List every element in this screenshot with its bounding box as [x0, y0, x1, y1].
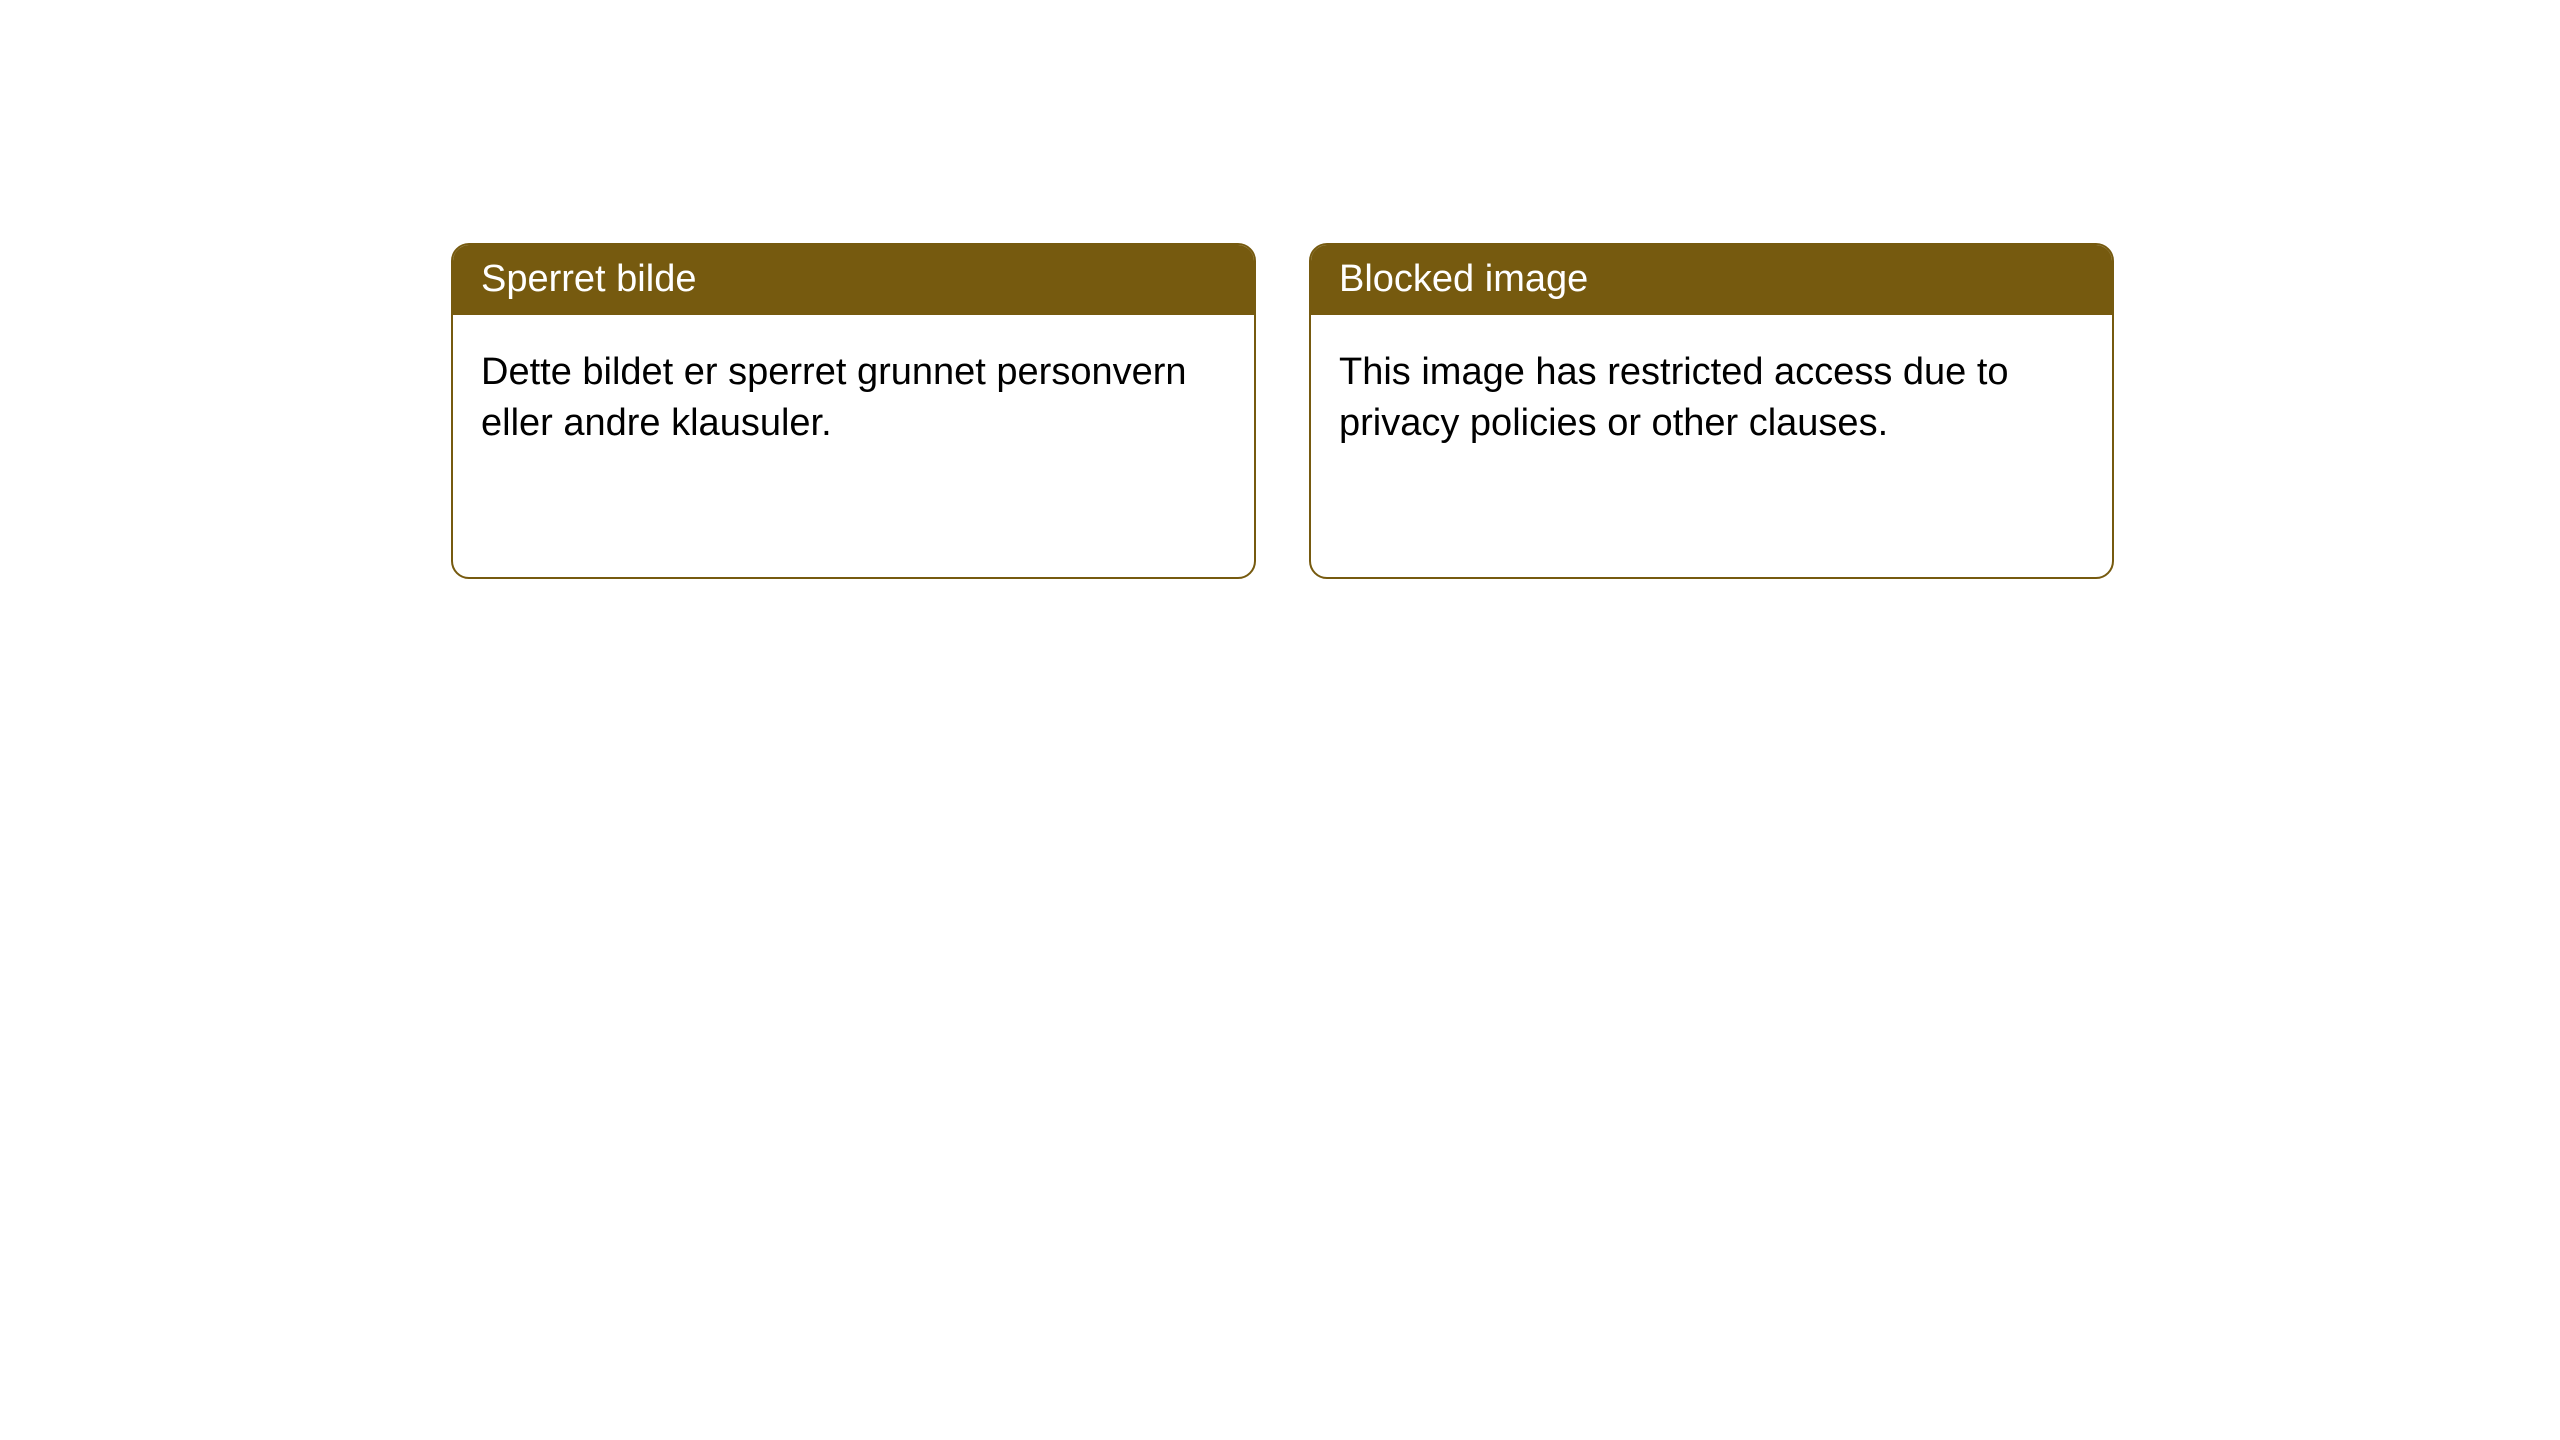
card-header-en: Blocked image: [1311, 245, 2112, 315]
blocked-image-card-no: Sperret bilde Dette bildet er sperret gr…: [451, 243, 1256, 579]
notice-container: Sperret bilde Dette bildet er sperret gr…: [0, 0, 2560, 579]
card-header-no: Sperret bilde: [453, 245, 1254, 315]
card-body-no: Dette bildet er sperret grunnet personve…: [453, 315, 1254, 482]
card-message-no: Dette bildet er sperret grunnet personve…: [481, 351, 1187, 444]
card-message-en: This image has restricted access due to …: [1339, 351, 2009, 444]
blocked-image-card-en: Blocked image This image has restricted …: [1309, 243, 2114, 579]
card-body-en: This image has restricted access due to …: [1311, 315, 2112, 482]
card-title-no: Sperret bilde: [481, 258, 696, 300]
card-title-en: Blocked image: [1339, 258, 1588, 300]
